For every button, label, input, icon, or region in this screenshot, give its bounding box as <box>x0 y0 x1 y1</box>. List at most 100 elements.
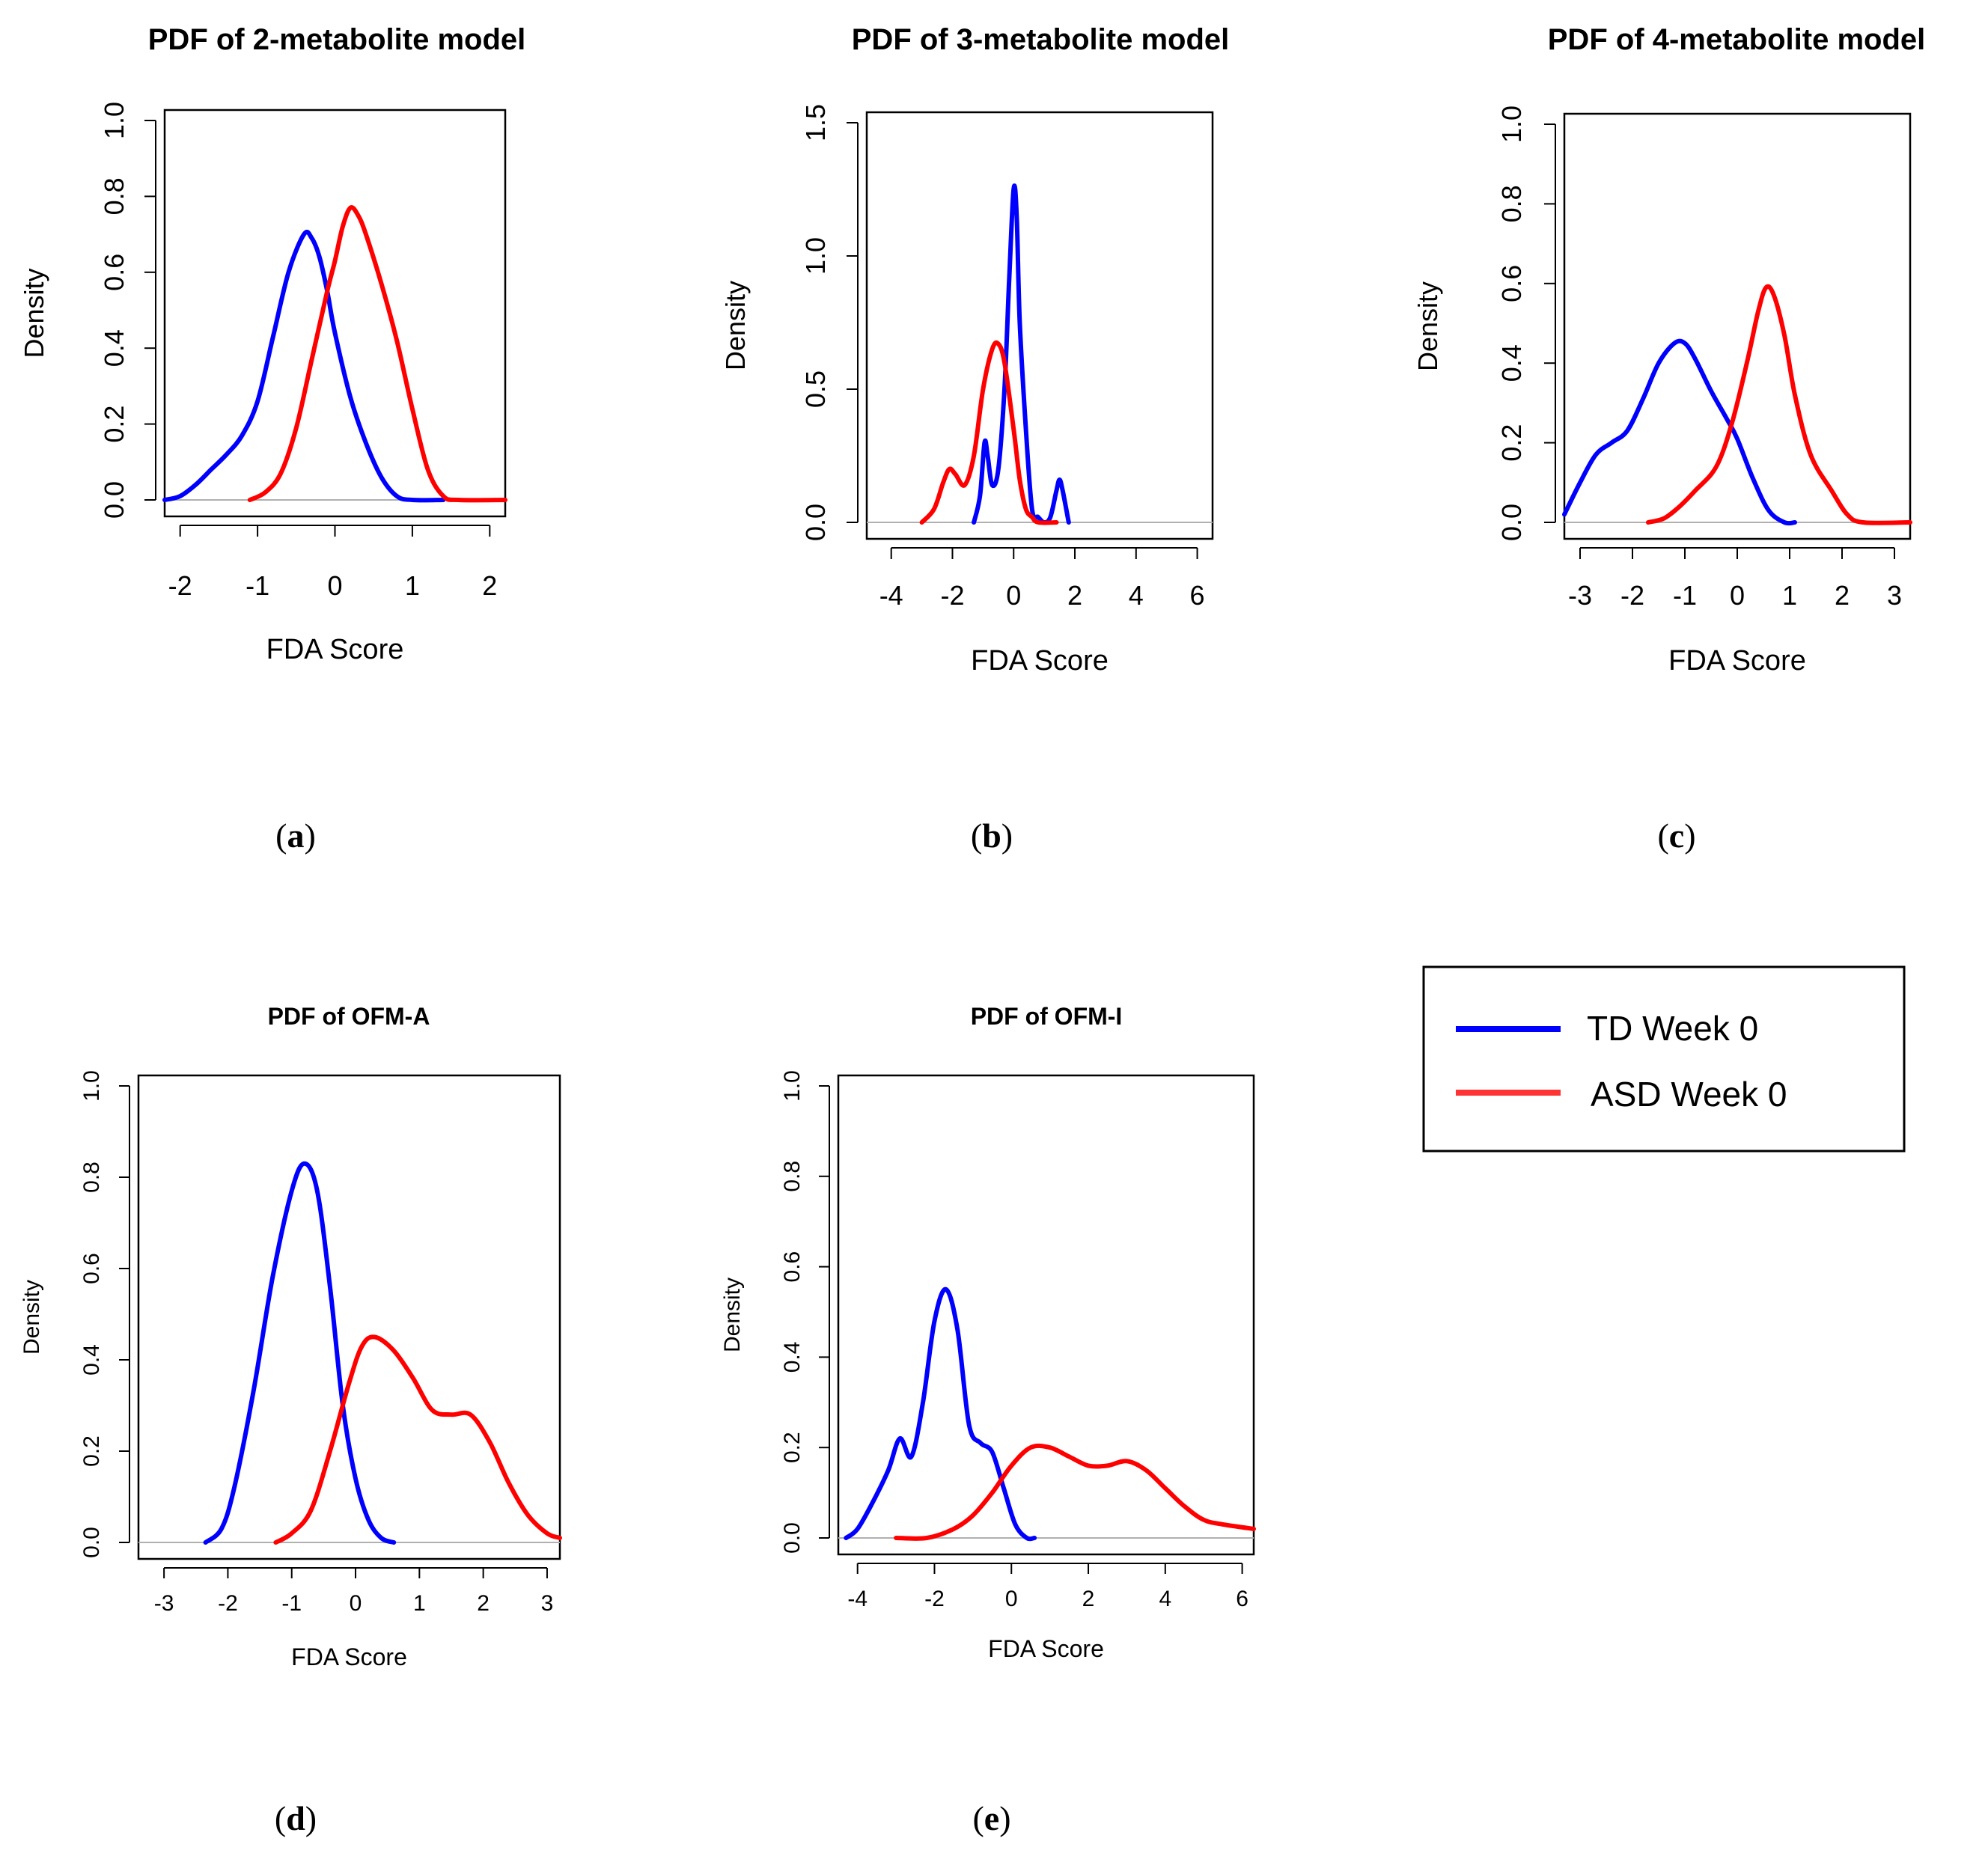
x-tick-label: 3 <box>1887 580 1902 611</box>
x-tick-label: 1 <box>1782 580 1797 611</box>
panel-label: (a) <box>275 816 316 855</box>
x-tick-label: 0 <box>350 1591 362 1616</box>
x-tick-label: 2 <box>482 570 497 601</box>
chart-title: PDF of 2-metabolite model <box>148 23 526 56</box>
y-tick-label: 0.0 <box>1496 504 1527 541</box>
y-tick-label: 0.8 <box>780 1161 805 1192</box>
y-tick-label: 1.0 <box>79 1070 104 1102</box>
chart-panel-a: PDF of 2-metabolite model -2 -1 0 1 2 0.0 0.2 0.… <box>19 23 525 855</box>
panel-label: (b) <box>971 816 1013 855</box>
x-axis-label: FDA Score <box>291 1643 407 1670</box>
legend-label-td: TD Week 0 <box>1587 1009 1758 1048</box>
x-tick-label: -1 <box>1673 580 1697 611</box>
chart-title: PDF of OFM-I <box>971 1003 1123 1030</box>
series-line-asd <box>273 1334 562 1545</box>
series-line-td <box>844 1286 1037 1542</box>
x-tick-label: -1 <box>281 1591 302 1616</box>
x-tick-label: 6 <box>1190 580 1205 611</box>
y-axis-label: Density <box>19 268 49 358</box>
y-tick-label: 0.0 <box>780 1522 805 1554</box>
x-tick-label: -4 <box>879 580 903 611</box>
panel-label: (e) <box>972 1799 1010 1837</box>
y-tick-label: 1.0 <box>99 102 129 139</box>
x-tick-label: 4 <box>1159 1587 1171 1611</box>
x-tick-label: 1 <box>413 1591 426 1616</box>
x-tick-label: 2 <box>1082 1587 1095 1611</box>
y-tick-label: 0.8 <box>99 177 129 215</box>
x-tick-label: 0 <box>1006 580 1021 611</box>
y-tick-label: 0.2 <box>99 406 129 443</box>
y-tick-label: 0.6 <box>780 1251 805 1283</box>
plot-frame <box>137 1074 561 1560</box>
series-line-asd <box>894 1443 1256 1541</box>
x-tick-label: -1 <box>246 570 269 601</box>
y-tick-label: 0.2 <box>1496 424 1527 462</box>
x-tick-label: 2 <box>1835 580 1850 611</box>
plot-frame <box>163 109 507 518</box>
y-tick-label: 0.6 <box>99 254 129 291</box>
x-tick-label: -2 <box>924 1587 945 1611</box>
series-line-asd <box>919 340 1059 525</box>
y-tick-label: 0.6 <box>1496 265 1527 302</box>
y-tick-label: 0.0 <box>79 1527 104 1558</box>
series-line-td <box>162 229 446 503</box>
y-tick-label: 1.0 <box>780 1070 805 1102</box>
legend-box <box>1422 965 1906 1153</box>
y-axis-label: Density <box>1412 281 1443 371</box>
chart-title: PDF of 3-metabolite model <box>852 23 1230 56</box>
y-axis-label: Density <box>19 1280 44 1355</box>
x-tick-label: 2 <box>477 1591 490 1616</box>
panel-label: (d) <box>275 1799 317 1837</box>
chart-title: PDF of 4-metabolite model <box>1548 23 1926 56</box>
chart-title: PDF of OFM-A <box>268 1003 430 1030</box>
series-line-td <box>203 1161 397 1545</box>
x-tick-label: 1 <box>405 570 420 601</box>
y-tick-label: 0.5 <box>800 370 831 408</box>
series-line-asd <box>1646 284 1912 525</box>
panel-label: (c) <box>1657 816 1695 855</box>
y-tick-label: 0.6 <box>79 1253 104 1284</box>
x-tick-label: 4 <box>1129 580 1144 611</box>
chart-panel-d: PDF of OFM-A -3 -2 -1 0 1 2 3 0.0 0.2 0.4 0.6 0.8 1.0… <box>19 1003 562 1837</box>
y-tick-label: 0.8 <box>1496 185 1527 222</box>
y-tick-label: 0.4 <box>79 1344 104 1376</box>
y-tick-label: 0.0 <box>99 481 129 519</box>
x-axis-label: FDA Score <box>266 634 404 665</box>
x-tick-label: -2 <box>1620 580 1644 611</box>
plot-frame <box>865 111 1214 540</box>
x-tick-label: 0 <box>1005 1587 1018 1611</box>
x-axis-label: FDA Score <box>1668 645 1806 677</box>
y-tick-label: 1.0 <box>800 237 831 275</box>
x-tick-label: 2 <box>1067 580 1082 611</box>
y-tick-label: 0.0 <box>800 504 831 541</box>
y-axis-label: Density <box>720 1278 745 1352</box>
series-line-asd <box>247 205 507 503</box>
x-tick-label: -2 <box>940 580 964 611</box>
legend-label-asd: ASD Week 0 <box>1591 1075 1787 1114</box>
legend: TD Week 0 ASD Week 0 <box>1422 965 1906 1153</box>
x-tick-label: -4 <box>847 1587 868 1611</box>
x-tick-label: -3 <box>154 1591 174 1616</box>
chart-panel-b: PDF of 3-metabolite model -4 -2 0 2 4 6 0.0 0.5 1… <box>720 23 1229 855</box>
y-tick-label: 1.0 <box>1496 106 1527 143</box>
x-axis-label: FDA Score <box>988 1635 1104 1662</box>
y-tick-label: 0.2 <box>780 1432 805 1463</box>
y-tick-label: 0.8 <box>79 1162 104 1193</box>
x-tick-label: 0 <box>1730 580 1745 611</box>
chart-panel-c: PDF of 4-metabolite model -3 -2 -1 0 1 2 3 0.0 0.… <box>1412 23 1925 855</box>
chart-panel-e: PDF of OFM-I -4 -2 0 2 4 6 0.0 0.2 0.4 0.6 0.8 1.0 FD… <box>720 1003 1256 1837</box>
x-tick-label: 0 <box>327 570 342 601</box>
plot-frame <box>837 1074 1255 1556</box>
x-tick-label: -3 <box>1568 580 1592 611</box>
x-tick-label: -2 <box>168 570 192 601</box>
y-tick-label: 0.4 <box>1496 344 1527 382</box>
series-line-td <box>1562 338 1797 526</box>
x-axis-label: FDA Score <box>971 645 1109 677</box>
x-tick-label: 3 <box>541 1591 554 1616</box>
y-axis-label: Density <box>720 281 751 370</box>
y-tick-label: 1.5 <box>800 104 831 141</box>
plot-frame <box>1563 112 1912 540</box>
x-tick-label: -2 <box>218 1591 238 1616</box>
